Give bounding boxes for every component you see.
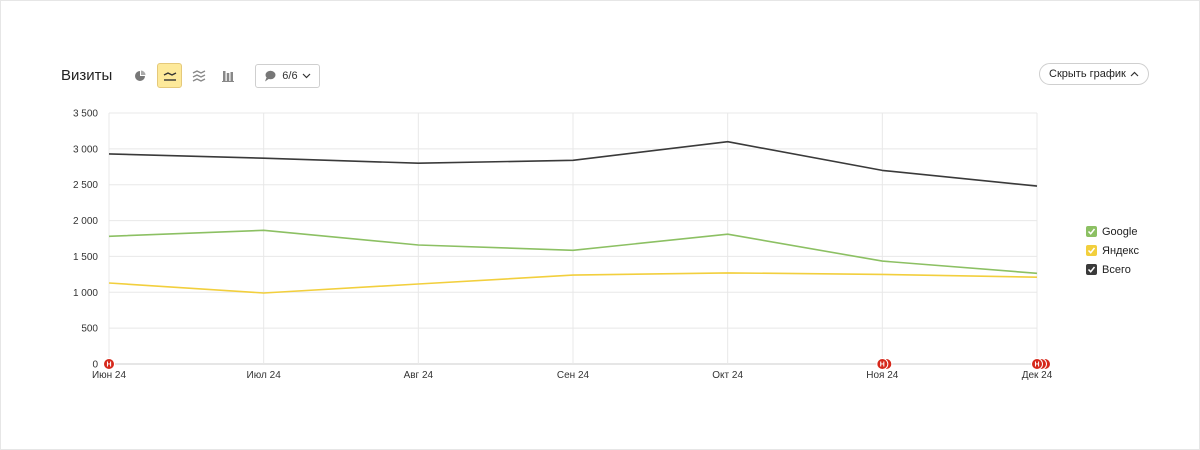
- data-point: [572, 249, 575, 252]
- bar-chart-button[interactable]: [216, 64, 240, 88]
- chart-title: Визиты: [61, 67, 113, 84]
- y-tick-label: 2 000: [73, 216, 98, 227]
- data-point: [108, 152, 111, 155]
- legend-checkbox[interactable]: [1086, 245, 1097, 256]
- series-line-1: [108, 272, 1038, 294]
- checkmark-icon: [1087, 266, 1096, 273]
- data-point: [726, 233, 729, 236]
- legend-checkbox[interactable]: [1086, 226, 1097, 237]
- speech-bubble-icon: [265, 70, 276, 81]
- data-point: [1036, 272, 1039, 275]
- data-point: [726, 271, 729, 274]
- stacked-area-button[interactable]: [187, 64, 211, 88]
- annotation-label: Н: [1034, 362, 1039, 369]
- y-tick-label: 1 500: [73, 252, 98, 263]
- series-line-0: [108, 229, 1038, 275]
- y-tick-label: 1 000: [73, 288, 98, 299]
- pie-chart-button[interactable]: [128, 64, 152, 88]
- x-tick-label: Дек 24: [1022, 370, 1053, 381]
- data-point: [417, 283, 420, 286]
- y-tick-label: 3 000: [73, 144, 98, 155]
- data-point: [881, 273, 884, 276]
- x-tick-label: Июн 24: [92, 370, 127, 381]
- checkmark-icon: [1087, 228, 1096, 235]
- series-line-2: [108, 140, 1038, 187]
- annotation-label: Н: [106, 362, 111, 369]
- hide-chart-button[interactable]: Скрыть график: [1039, 63, 1149, 85]
- y-tick-label: 0: [92, 360, 98, 371]
- legend-item[interactable]: Яндекс: [1086, 241, 1139, 260]
- x-tick-label: Сен 24: [557, 370, 590, 381]
- line-chart-button[interactable]: [157, 63, 183, 88]
- legend-label: Яндекс: [1102, 244, 1139, 257]
- data-point: [1036, 276, 1039, 279]
- data-point: [108, 235, 111, 238]
- stacked-area-icon: [192, 69, 206, 82]
- x-tick-label: Окт 24: [712, 370, 743, 381]
- data-point: [881, 260, 884, 263]
- data-point: [1036, 185, 1039, 188]
- annotation-label: Н: [880, 362, 885, 369]
- legend-item[interactable]: Google: [1086, 222, 1139, 241]
- data-point: [108, 281, 111, 284]
- data-point: [262, 229, 265, 232]
- x-tick-label: Авг 24: [404, 370, 434, 381]
- chevron-up-icon: [1130, 71, 1139, 77]
- x-tick-label: Ноя 24: [866, 370, 899, 381]
- line-chart-icon: [163, 71, 177, 81]
- goals-count: 6/6: [282, 69, 298, 82]
- data-point: [417, 243, 420, 246]
- legend-label: Google: [1102, 225, 1138, 238]
- legend-label: Всего: [1102, 263, 1131, 276]
- data-point: [417, 162, 420, 165]
- data-point: [262, 157, 265, 160]
- x-tick-label: Июл 24: [247, 370, 282, 381]
- y-tick-label: 500: [81, 324, 98, 335]
- legend-checkbox[interactable]: [1086, 264, 1097, 275]
- data-point: [572, 274, 575, 277]
- chart-toolbar: Визиты 6/6: [61, 63, 320, 88]
- chart-legend: Google Яндекс Всего: [1086, 222, 1139, 279]
- data-point: [572, 159, 575, 162]
- hide-chart-label: Скрыть график: [1049, 68, 1126, 80]
- annotation-marker: [103, 358, 115, 370]
- data-point: [262, 292, 265, 295]
- pie-chart-icon: [135, 70, 146, 81]
- data-point: [881, 169, 884, 172]
- y-tick-label: 2 500: [73, 180, 98, 191]
- annotation-marker: [1031, 358, 1043, 370]
- bar-chart-icon: [222, 70, 235, 82]
- chevron-down-icon: [302, 73, 311, 78]
- data-point: [726, 140, 729, 143]
- legend-item[interactable]: Всего: [1086, 260, 1139, 279]
- checkmark-icon: [1087, 247, 1096, 254]
- y-tick-label: 3 500: [73, 109, 98, 120]
- annotation-marker: [876, 358, 889, 370]
- goals-dropdown[interactable]: 6/6: [255, 63, 320, 88]
